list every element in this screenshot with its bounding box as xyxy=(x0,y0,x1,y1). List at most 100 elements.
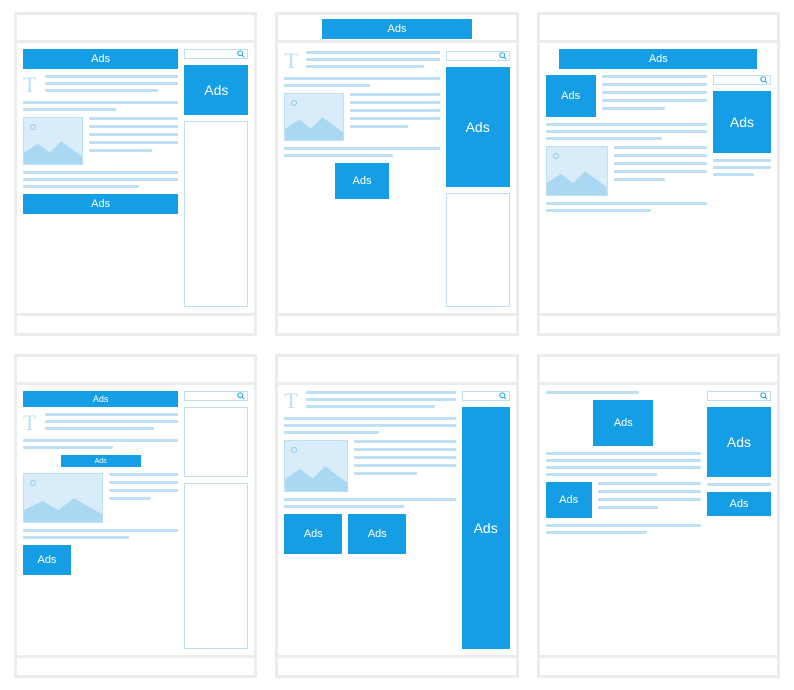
text-line xyxy=(284,147,439,150)
ad-label: Ads xyxy=(204,82,228,98)
layout-panel-3: Ads Ads xyxy=(537,12,780,336)
ad-banner-bottom: Ads xyxy=(23,194,178,214)
image-placeholder xyxy=(23,117,83,165)
sidebar-widget xyxy=(184,121,248,307)
text-line xyxy=(306,58,439,61)
text-lines xyxy=(354,440,455,492)
panel-body: Ads xyxy=(540,69,777,313)
text-line xyxy=(707,483,771,486)
search-icon xyxy=(760,76,768,84)
panel-footer xyxy=(278,313,515,333)
ad-wrap: Ads xyxy=(284,163,439,199)
text-lines xyxy=(546,202,707,212)
ad-banner-top: Ads xyxy=(23,391,178,407)
text-lines xyxy=(284,147,439,157)
text-lines xyxy=(23,529,178,539)
main-column: Ads Ads xyxy=(546,391,701,649)
panel-header xyxy=(17,357,254,385)
text-line xyxy=(284,154,393,157)
text-lines xyxy=(23,171,178,188)
ad-label: Ads xyxy=(91,198,110,210)
text-line xyxy=(598,498,701,501)
text-line xyxy=(284,498,455,501)
text-line xyxy=(284,505,404,508)
text-line xyxy=(284,431,378,434)
text-line xyxy=(354,472,417,475)
ad-leaderboard: Ads xyxy=(559,49,757,69)
text-line xyxy=(546,209,651,212)
text-lines xyxy=(45,75,178,92)
text-line xyxy=(109,497,151,500)
sidebar xyxy=(184,391,248,649)
mountain-icon xyxy=(24,139,82,164)
sidebar: Ads xyxy=(713,75,771,307)
ad-label: Ads xyxy=(730,498,749,510)
text-line xyxy=(602,83,707,86)
ad-skyscraper: Ads xyxy=(446,67,510,187)
ad-text-row: Ads xyxy=(546,482,701,518)
text-line xyxy=(23,108,116,111)
search-icon xyxy=(237,392,245,400)
text-line xyxy=(546,130,707,133)
sidebar-lines xyxy=(713,159,771,176)
text-line xyxy=(354,448,455,451)
panel-body: Ads Ads xyxy=(540,385,777,655)
text-lines xyxy=(23,439,178,449)
ad-pair: Ads Ads xyxy=(284,514,455,554)
search-icon xyxy=(237,50,245,58)
ad-label: Ads xyxy=(474,520,498,536)
panel-footer xyxy=(540,655,777,675)
ad-label: Ads xyxy=(649,53,668,65)
text-lines xyxy=(284,417,455,434)
text-line xyxy=(546,459,701,462)
image-placeholder xyxy=(546,146,608,196)
dropcap: T xyxy=(284,51,300,71)
text-lines xyxy=(89,117,178,165)
sidebar-lines xyxy=(707,483,771,486)
main-column: Ads xyxy=(546,75,707,307)
text-line xyxy=(546,391,639,394)
search-icon xyxy=(499,52,507,60)
text-lines xyxy=(546,452,701,476)
sidebar: Ads xyxy=(462,391,510,649)
ad-label: Ads xyxy=(353,175,372,187)
text-line xyxy=(306,51,439,54)
ad-bottom-left: Ads xyxy=(23,545,71,575)
layouts-grid: Ads T xyxy=(0,0,794,690)
ad-label: Ads xyxy=(91,53,110,65)
dropcap: T xyxy=(23,75,39,95)
text-line xyxy=(45,82,178,85)
image-placeholder xyxy=(284,93,344,141)
text-line xyxy=(23,171,178,174)
text-line xyxy=(89,117,178,120)
text-lines xyxy=(602,75,707,117)
panel-header xyxy=(540,357,777,385)
ad-skyscraper-tall: Ads xyxy=(462,407,510,649)
text-line xyxy=(284,424,455,427)
sun-icon xyxy=(30,480,36,486)
text-line xyxy=(713,159,771,162)
text-line xyxy=(45,89,158,92)
text-line xyxy=(354,456,455,459)
panel-body: T xyxy=(278,385,515,655)
mountain-icon xyxy=(24,496,102,522)
ad-sidebar: Ads xyxy=(184,65,248,115)
text-line xyxy=(546,123,707,126)
ad-label: Ads xyxy=(561,90,580,102)
main-column: T xyxy=(284,51,439,307)
layout-panel-6: Ads Ads xyxy=(537,354,780,678)
text-line xyxy=(598,490,701,493)
ad-label: Ads xyxy=(559,494,578,506)
panel-footer xyxy=(540,313,777,333)
sidebar-widget xyxy=(446,193,510,307)
text-line xyxy=(45,420,178,423)
image-placeholder xyxy=(284,440,348,492)
ad-sidebar-bottom: Ads xyxy=(707,492,771,516)
text-line xyxy=(614,178,665,181)
ad-box-right: Ads xyxy=(348,514,406,554)
dropcap-para: T xyxy=(284,391,455,411)
sidebar-widget xyxy=(184,483,248,649)
text-line xyxy=(546,137,662,140)
ad-wrap: Ads xyxy=(23,455,178,467)
sidebar-widget xyxy=(184,407,248,477)
